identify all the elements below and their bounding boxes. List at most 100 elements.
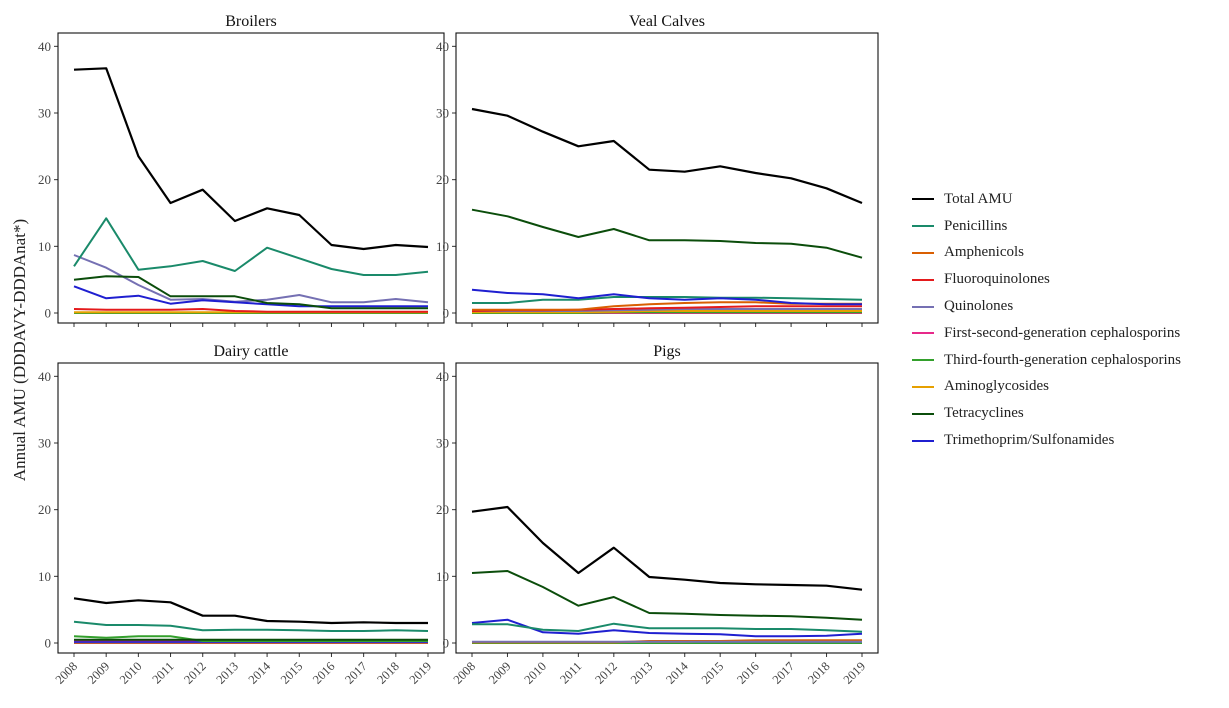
panel-frame — [57, 32, 445, 324]
series-line-trimethoprim-sulfonamides — [471, 618, 863, 638]
x-tick-label: 2017 — [342, 659, 370, 687]
series-line-aminoglycosides — [472, 310, 862, 314]
panel-broilers: Broilers 0 10 20 30 40 — [38, 13, 445, 327]
legend-swatch — [912, 359, 934, 362]
legend-swatch — [912, 305, 934, 308]
y-tick-label: 30 — [38, 436, 51, 451]
panel-frame — [455, 32, 879, 324]
legend-item-aminoglycosides: Aminoglycosides — [912, 374, 1227, 401]
legend-label: First-second-generation cephalosporins — [944, 324, 1181, 341]
y-tick-label: 20 — [38, 502, 51, 517]
y-tick-label: 30 — [436, 106, 449, 121]
series-line-penicillins — [73, 217, 429, 276]
legend-item-amphenicols: Amphenicols — [912, 240, 1227, 267]
series-line-third-fourth-generation-cephalosporins — [73, 635, 428, 642]
legend-swatch — [912, 332, 934, 335]
legend-label: Aminoglycosides — [944, 378, 1049, 395]
panel-title-dairy-cattle: Dairy cattle — [213, 343, 288, 360]
legend-swatch — [912, 412, 934, 415]
x-tick-label: 2014 — [663, 659, 691, 687]
y-tick-label: 30 — [436, 436, 449, 451]
series-line-tetracyclines — [471, 208, 863, 259]
x-tick-label: 2011 — [149, 659, 176, 686]
panel-title-veal-calves: Veal Calves — [629, 13, 705, 30]
legend: Total AMU Penicillins Amphenicols Fluoroqui… — [912, 186, 1227, 454]
legend-label: Penicillins — [944, 217, 1008, 234]
series-line-tetracyclines — [471, 570, 863, 621]
y-tick-label: 40 — [436, 39, 449, 54]
panel-frame — [455, 362, 879, 654]
figure: Annual AMU (DDDAVY-DDDAnat*) Broilers 0 10… — [10, 13, 879, 687]
legend-item-quinolones: Quinolones — [912, 293, 1227, 320]
y-axis-label: Annual AMU (DDDAVY-DDDAnat*) — [10, 219, 29, 481]
y-tick-label: 10 — [38, 569, 51, 584]
y-tick-label: 20 — [436, 172, 449, 187]
series-line-total-amu — [471, 505, 863, 591]
panel-title-pigs: Pigs — [653, 343, 681, 360]
legend-swatch — [912, 225, 934, 228]
legend-item-third-fourth-generation-cephalosporins: Third-fourth-generation cephalosporins — [912, 347, 1227, 374]
x-tick-label: 2008 — [451, 659, 479, 687]
y-tick-label: 0 — [443, 306, 450, 321]
x-tick-label: 2013 — [213, 659, 241, 687]
legend-swatch — [912, 251, 934, 254]
x-tick-label: 2018 — [374, 659, 402, 687]
x-tick-label: 2010 — [117, 659, 145, 687]
x-tick-label: 2016 — [310, 659, 338, 687]
panel-frame — [57, 362, 445, 654]
legend-label: Fluoroquinolones — [944, 271, 1050, 288]
series-line-total-amu — [471, 107, 863, 205]
legend-swatch — [912, 198, 934, 201]
series-line-penicillins — [472, 296, 863, 304]
y-tick-label: 0 — [45, 306, 52, 321]
x-tick-label: 2016 — [734, 659, 762, 687]
y-tick-label: 40 — [436, 369, 449, 384]
series-line-penicillins — [472, 622, 863, 633]
x-tick-label: 2019 — [407, 659, 435, 687]
x-tick-label: 2012 — [592, 659, 620, 687]
series-line-trimethoprim-sulfonamides — [471, 288, 862, 306]
legend-item-trimethoprim-sulfonamides: Trimethoprim/Sulfonamides — [912, 427, 1227, 454]
series-line-trimethoprim-sulfonamides — [73, 285, 428, 308]
y-tick-label: 40 — [38, 369, 51, 384]
series-line-tetracyclines — [73, 275, 428, 310]
x-tick-label: 2011 — [557, 659, 584, 686]
legend-swatch — [912, 385, 934, 388]
legend-item-tetracyclines: Tetracyclines — [912, 400, 1227, 427]
y-tick-label: 10 — [38, 239, 51, 254]
legend-label: Total AMU — [944, 190, 1013, 207]
panel-veal-calves: Veal Calves 0 10 20 30 40 — [436, 13, 879, 327]
y-tick-label: 0 — [45, 636, 52, 651]
legend-label: Amphenicols — [944, 244, 1024, 261]
x-tick-label: 2012 — [181, 659, 209, 687]
x-tick-label: 2013 — [628, 659, 656, 687]
x-tick-label: 2008 — [53, 659, 81, 687]
legend-swatch — [912, 278, 934, 281]
panel-title-broilers: Broilers — [225, 13, 277, 30]
legend-label: Quinolones — [944, 298, 1014, 315]
series-line-quinolones — [73, 254, 429, 304]
x-tick-label: 2015 — [278, 659, 306, 687]
series-line-total-amu — [73, 67, 429, 251]
series-line-penicillins — [73, 620, 429, 632]
legend-label: Third-fourth-generation cephalosporins — [944, 351, 1182, 368]
y-tick-label: 40 — [38, 39, 51, 54]
x-tick-label: 2010 — [521, 659, 549, 687]
legend-item-fluoroquinolones: Fluoroquinolones — [912, 266, 1227, 293]
y-tick-label: 30 — [38, 106, 51, 121]
y-tick-label: 10 — [436, 239, 449, 254]
y-tick-label: 20 — [436, 502, 449, 517]
series-line-fluoroquinolones — [73, 308, 428, 313]
x-tick-label: 2009 — [486, 659, 514, 687]
y-tick-label: 20 — [38, 172, 51, 187]
legend-swatch — [912, 439, 934, 442]
legend-item-penicillins: Penicillins — [912, 213, 1227, 240]
y-tick-label: 10 — [436, 569, 449, 584]
x-tick-label: 2015 — [699, 659, 727, 687]
x-tick-label: 2019 — [841, 659, 869, 687]
x-tick-label: 2017 — [770, 659, 798, 687]
legend-label: Tetracyclines — [944, 405, 1024, 422]
legend-label: Trimethoprim/Sulfonamides — [944, 432, 1115, 449]
